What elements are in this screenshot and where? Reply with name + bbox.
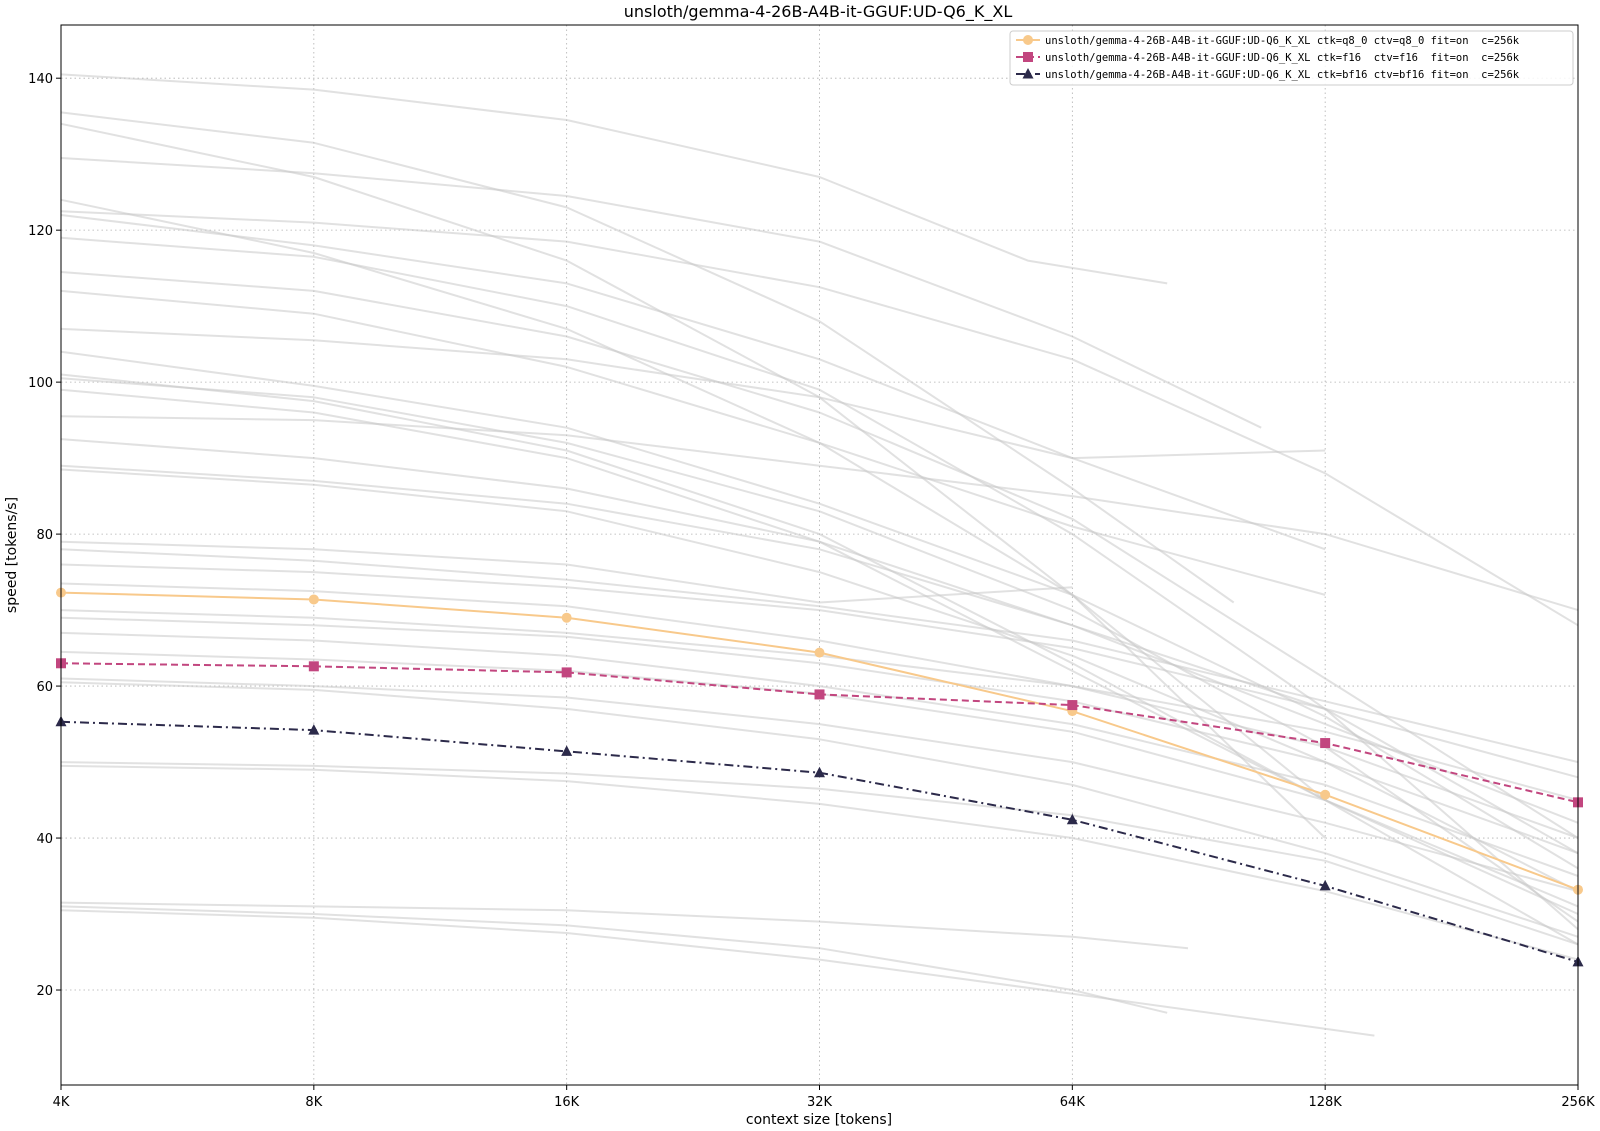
y-tick-label: 80 xyxy=(36,528,53,543)
y-tick-label: 100 xyxy=(28,376,53,391)
background-series-line xyxy=(60,616,1579,855)
data-point-marker xyxy=(1067,700,1078,711)
data-point-marker xyxy=(561,667,572,678)
background-series-line xyxy=(60,631,1579,877)
y-axis-label: speed [tokens/s] xyxy=(4,497,20,613)
background-series-line xyxy=(60,198,1326,801)
x-tick-label: 256K xyxy=(1561,1095,1595,1110)
y-tick-label: 20 xyxy=(36,984,53,999)
background-series-line xyxy=(60,415,1579,612)
legend-marker xyxy=(1023,35,1033,45)
data-point-marker xyxy=(308,594,319,605)
background-series-line xyxy=(60,909,1375,1037)
x-tick-label: 16K xyxy=(554,1095,580,1110)
background-series-line xyxy=(60,73,1168,285)
data-point-marker xyxy=(561,612,572,623)
legend: unsloth/gemma-4-26B-A4B-it-GGUF:UD-Q6_K_… xyxy=(1009,30,1574,86)
x-tick-label: 8K xyxy=(305,1095,322,1110)
background-series-group xyxy=(60,73,1579,1037)
y-axis-ticks: 20 40 60 80 100 120 140 xyxy=(28,72,61,999)
data-point-marker xyxy=(1066,813,1078,825)
background-series-line xyxy=(60,157,1262,429)
background-series-line xyxy=(60,548,1579,764)
background-series-line xyxy=(60,111,1235,604)
background-series-line xyxy=(60,289,1326,596)
background-series-line xyxy=(60,681,1579,938)
x-axis-ticks: 4K 8K 16K 32K 64K 128K 256K xyxy=(53,1085,1595,1110)
background-series-line xyxy=(60,905,1168,1014)
background-series-line xyxy=(60,214,1326,551)
x-axis-label: context size [tokens] xyxy=(746,1112,892,1128)
background-series-line xyxy=(60,350,1579,870)
legend-box xyxy=(1009,30,1574,86)
background-series-line xyxy=(60,468,1579,893)
chart-title: unsloth/gemma-4-26B-A4B-it-GGUF:UD-Q6_K_… xyxy=(624,2,1013,22)
legend-label: unsloth/gemma-4-26B-A4B-it-GGUF:UD-Q6_K_… xyxy=(1045,35,1520,47)
data-point-marker xyxy=(1320,789,1331,800)
y-tick-label: 40 xyxy=(36,832,53,847)
data-point-marker xyxy=(561,745,573,756)
background-series-line xyxy=(60,438,1579,824)
background-series-line xyxy=(60,761,1579,946)
background-series-line xyxy=(60,210,1579,627)
highlighted-series-group xyxy=(55,587,1584,967)
x-tick-label: 4K xyxy=(53,1095,70,1110)
x-tick-label: 64K xyxy=(1060,1095,1086,1110)
y-tick-label: 60 xyxy=(36,680,53,695)
legend-label: unsloth/gemma-4-26B-A4B-it-GGUF:UD-Q6_K_… xyxy=(1045,69,1520,81)
data-point-marker xyxy=(814,766,825,778)
series-3 xyxy=(55,715,1584,967)
data-point-marker xyxy=(1319,879,1331,891)
background-series-line xyxy=(60,563,1579,779)
background-series-line xyxy=(60,540,1073,604)
background-series-line xyxy=(60,327,1326,460)
x-tick-label: 128K xyxy=(1308,1095,1342,1110)
background-series-line xyxy=(60,271,1579,839)
y-tick-label: 120 xyxy=(28,224,53,239)
background-series-line xyxy=(60,677,1579,893)
y-tick-label: 140 xyxy=(28,72,53,87)
grid-lines xyxy=(60,25,1579,1085)
x-tick-label: 32K xyxy=(807,1095,833,1110)
background-series-line xyxy=(60,764,1579,961)
legend-label: unsloth/gemma-4-26B-A4B-it-GGUF:UD-Q6_K_… xyxy=(1045,52,1520,64)
data-point-marker xyxy=(814,689,825,700)
data-point-marker xyxy=(308,724,320,735)
data-point-marker xyxy=(308,661,319,672)
data-point-marker xyxy=(1320,738,1331,749)
legend-marker xyxy=(1022,68,1034,79)
background-series-line xyxy=(60,901,1189,950)
data-point-marker xyxy=(814,647,825,658)
legend-marker xyxy=(1023,52,1033,62)
background-series-line xyxy=(60,122,1326,839)
